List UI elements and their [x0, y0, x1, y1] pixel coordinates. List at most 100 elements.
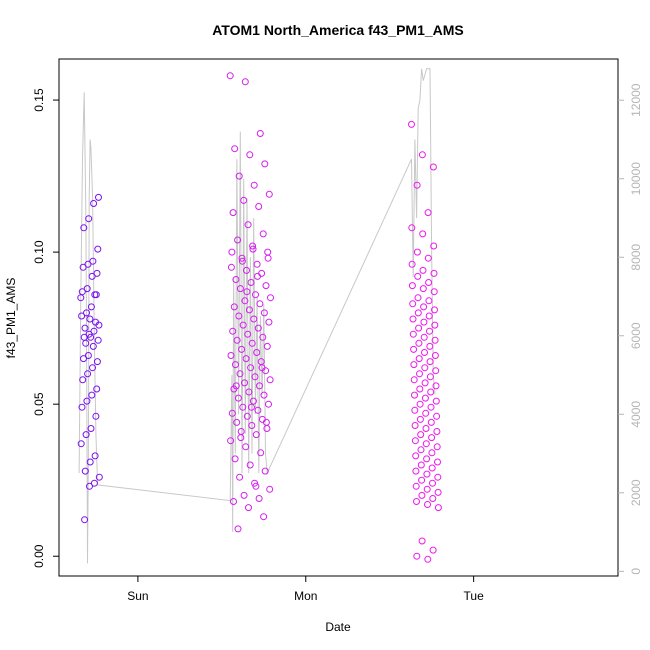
data-point: [427, 403, 435, 411]
data-point: [429, 163, 437, 171]
data-point: [236, 473, 244, 481]
data-point: [266, 485, 274, 493]
data-point: [79, 376, 87, 384]
data-point: [93, 358, 101, 366]
data-point: [419, 285, 427, 293]
data-point: [418, 491, 426, 499]
data-point: [434, 488, 442, 496]
data-point: [232, 382, 240, 390]
data-point: [78, 403, 86, 411]
y2-tick-label: 12000: [629, 83, 643, 117]
y2-tick-label: 6000: [629, 322, 643, 349]
data-point: [87, 303, 95, 311]
data-point: [253, 260, 261, 268]
y2-tick-label: 0: [629, 568, 643, 575]
data-point: [247, 403, 255, 411]
data-point: [243, 266, 250, 274]
data-point: [92, 291, 100, 299]
data-point: [254, 272, 261, 280]
data-point: [261, 160, 269, 168]
data-point: [433, 412, 441, 420]
data-point: [86, 458, 94, 466]
data-point: [423, 485, 431, 493]
data-point: [87, 333, 95, 341]
data-point: [431, 306, 438, 314]
data-point: [235, 172, 243, 180]
data-point: [237, 428, 245, 435]
data-point: [424, 209, 432, 217]
data-point: [95, 473, 103, 481]
data-point: [255, 495, 263, 502]
data-point: [228, 409, 236, 417]
data-point: [249, 245, 257, 253]
data-point: [431, 336, 439, 344]
data-point: [256, 130, 264, 137]
y-axis-label: f43_PM1_AMS: [4, 278, 18, 359]
data-point: [82, 431, 90, 439]
data-point: [411, 422, 419, 429]
series-line-path: [78, 68, 436, 564]
data-point: [79, 263, 87, 271]
data-point: [262, 282, 270, 290]
data-point: [420, 333, 428, 341]
data-point: [434, 504, 442, 512]
data-point: [426, 358, 434, 366]
data-point: [265, 318, 273, 326]
data-point: [256, 382, 263, 390]
data-point: [94, 245, 102, 253]
data-point: [418, 476, 426, 484]
data-point: [246, 461, 254, 469]
chart-title: ATOM1 North_America f43_PM1_AMS: [212, 22, 464, 38]
y-tick-label: 0.15: [32, 88, 46, 112]
data-point: [254, 324, 262, 332]
x-axis-label: Date: [325, 620, 351, 634]
data-point: [246, 151, 254, 159]
data-point: [250, 181, 258, 189]
data-point: [411, 391, 418, 399]
data-point: [416, 370, 423, 378]
data-point: [242, 355, 250, 363]
left-axis: 0.00 0.05 0.10 0.15: [32, 88, 59, 568]
data-point: [416, 400, 424, 408]
data-point: [250, 315, 258, 323]
data-point: [265, 400, 272, 408]
data-point: [239, 321, 247, 329]
x-tick-label: Sun: [127, 589, 148, 603]
data-point: [91, 452, 99, 460]
y-tick-label: 0.00: [32, 544, 46, 568]
data-point: [82, 339, 90, 347]
data-point: [264, 254, 272, 262]
data-point: [411, 406, 419, 414]
data-point: [410, 345, 418, 353]
data-point: [428, 464, 436, 472]
data-point: [232, 361, 239, 369]
data-point: [242, 443, 250, 451]
data-point: [259, 333, 267, 341]
series-line: [78, 68, 436, 564]
data-point: [260, 513, 268, 521]
data-point: [408, 260, 416, 268]
data-point: [247, 279, 255, 286]
data-point: [424, 501, 431, 508]
data-point: [89, 342, 97, 350]
data-point: [415, 339, 423, 347]
data-point: [255, 203, 263, 210]
data-point: [238, 345, 246, 353]
data-point: [226, 72, 234, 80]
data-point: [430, 288, 438, 296]
data-point: [433, 428, 441, 435]
data-point: [260, 309, 268, 317]
data-point: [264, 248, 272, 256]
data-point: [257, 449, 265, 457]
y-tick-label: 0.05: [32, 392, 46, 416]
data-point: [265, 190, 273, 198]
data-point: [230, 498, 237, 505]
data-point: [421, 349, 428, 356]
data-point: [236, 285, 244, 293]
data-point: [230, 303, 238, 311]
data-point: [235, 312, 243, 320]
data-point: [413, 181, 421, 189]
data-point: [417, 461, 425, 469]
data-point: [431, 321, 439, 329]
